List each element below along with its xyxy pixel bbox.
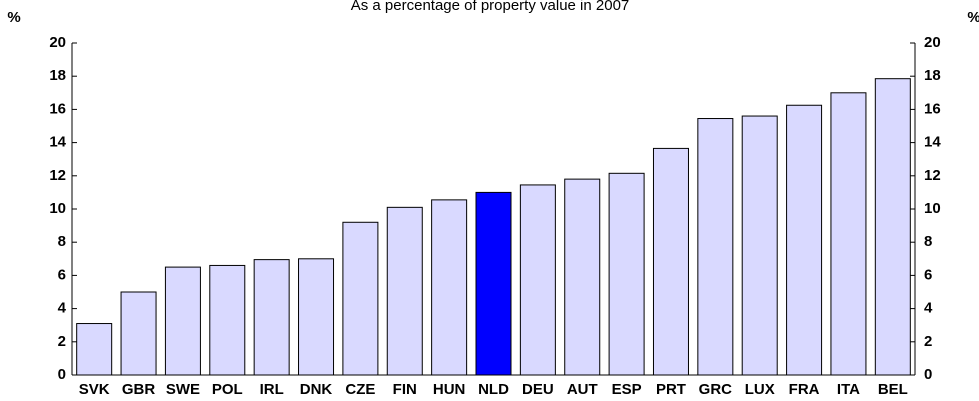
bar (608, 172, 645, 376)
y2-tick-label: 2 (924, 333, 932, 350)
x-tick-label: HUN (433, 381, 466, 398)
x-tick-label: POL (212, 381, 243, 398)
y-tick-label: 10 (49, 200, 66, 217)
y-tick-label: 4 (58, 300, 67, 317)
bar (342, 221, 379, 376)
bar (431, 199, 468, 376)
y-tick-label: 2 (58, 333, 66, 350)
y2-tick-label: 10 (924, 200, 941, 217)
bar (209, 264, 246, 376)
bar (76, 323, 113, 376)
x-tick-label: DNK (300, 381, 333, 398)
chart-title: As a percentage of property value in 200… (351, 0, 630, 14)
x-tick-label: GBR (122, 381, 156, 398)
y2-tick-label: 14 (924, 134, 941, 151)
bar (253, 259, 290, 376)
bar (564, 178, 601, 376)
bar (164, 266, 201, 376)
x-tick-label: FIN (393, 381, 417, 398)
bar (120, 291, 157, 376)
y-tick-label: 12 (49, 167, 66, 184)
x-tick-label: PRT (656, 381, 686, 398)
y2-tick-label: 8 (924, 233, 932, 250)
x-tick-label: CZE (345, 381, 375, 398)
y2-tick-label: 18 (924, 67, 941, 84)
y2-tick-label: 0 (924, 366, 932, 383)
y-tick-label: 0 (58, 366, 66, 383)
y-tick-label: 16 (49, 100, 66, 117)
bar (830, 92, 867, 376)
y-tick-label: 18 (49, 67, 66, 84)
x-tick-label: IRL (260, 381, 284, 398)
x-tick-label: ESP (612, 381, 642, 398)
bar (741, 115, 778, 376)
x-tick-label: ITA (837, 381, 860, 398)
bar (386, 206, 423, 376)
x-tick-label: LUX (745, 381, 775, 398)
x-tick-label: AUT (567, 381, 598, 398)
x-tick-label: SVK (79, 381, 110, 398)
bar (519, 184, 556, 376)
x-tick-label: GRC (699, 381, 733, 398)
x-tick-label: DEU (522, 381, 554, 398)
bar (475, 191, 512, 376)
x-tick-label: SWE (166, 381, 200, 398)
bar (874, 78, 911, 376)
y-tick-label: 6 (58, 266, 66, 283)
y2-tick-label: 20 (924, 34, 941, 51)
y-axis-label: % (7, 9, 20, 26)
y-tick-label: 20 (49, 34, 66, 51)
y2-tick-label: 16 (924, 100, 941, 117)
y-tick-label: 14 (49, 134, 66, 151)
y-tick-label: 8 (58, 233, 66, 250)
x-tick-label: NLD (478, 381, 509, 398)
bar (298, 258, 335, 376)
bar (652, 147, 689, 376)
x-tick-label: BEL (878, 381, 908, 398)
bar (786, 104, 823, 376)
y2-tick-label: 6 (924, 266, 932, 283)
y2-axis-label: % (967, 9, 979, 26)
x-tick-label: FRA (789, 381, 820, 398)
y2-tick-label: 12 (924, 167, 941, 184)
y2-tick-label: 4 (924, 300, 933, 317)
bar (697, 118, 734, 376)
